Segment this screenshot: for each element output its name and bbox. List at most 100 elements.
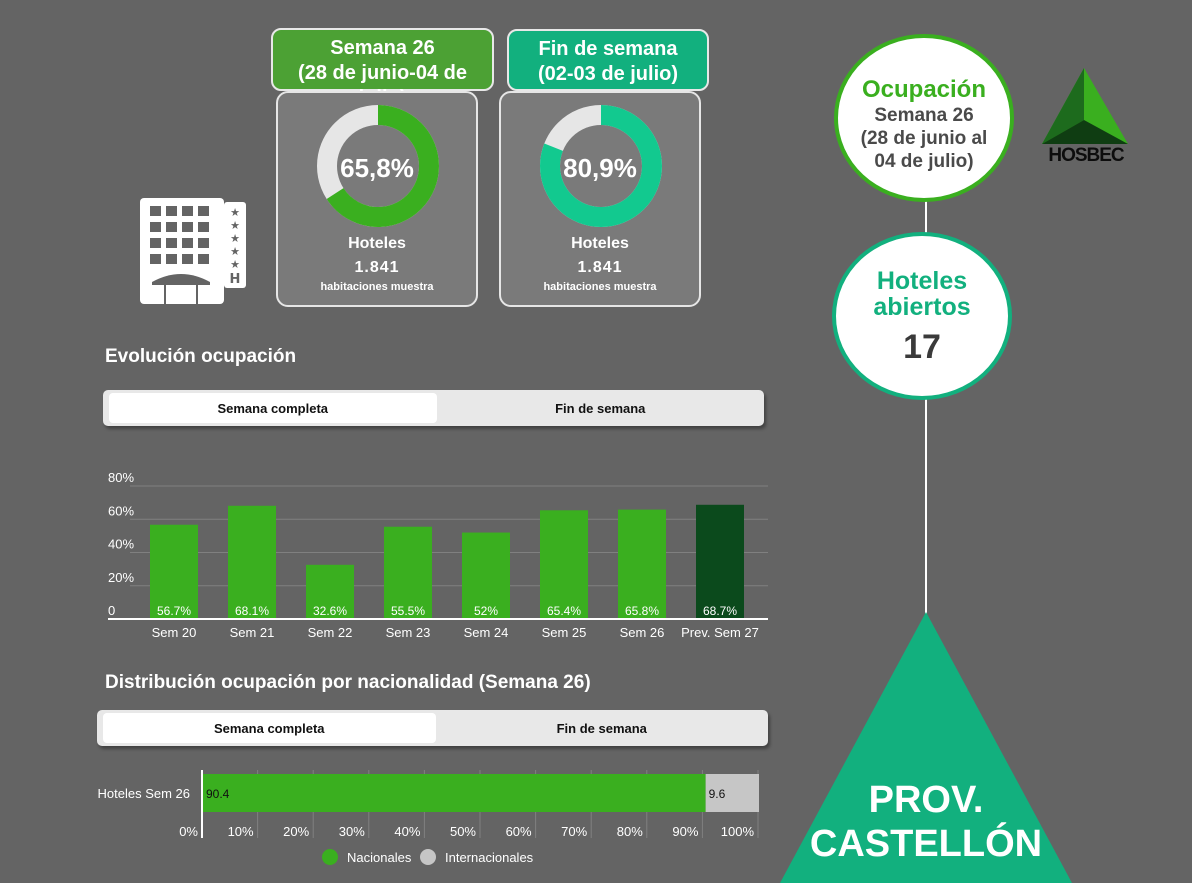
distribution-tab-weekend[interactable]: Fin de semana (556, 720, 647, 736)
x-tick-label: Sem 22 (308, 625, 353, 640)
province-line-1: PROV. (868, 779, 984, 821)
bar-value-label: 68.1% (235, 604, 269, 618)
bar[interactable] (150, 524, 198, 619)
occupancy-dates-1: (28 de junio al (860, 128, 988, 149)
province-line-2: CASTELLÓN (809, 823, 1043, 865)
svg-text:★: ★ (230, 258, 240, 271)
weekend-rooms-label: habitaciones muestra (543, 281, 657, 293)
distribution-tab-full-week[interactable]: Semana completa (103, 713, 436, 743)
week-hotels-label: Hoteles (348, 235, 406, 252)
week-donut-fill (317, 105, 439, 227)
evolution-tab-weekend[interactable]: Fin de semana (555, 400, 646, 416)
x-tick-label: Prev. Sem 27 (681, 625, 759, 640)
week-percent: 65,8% (340, 153, 414, 183)
week-header: Semana 26 (28 de junio-04 de julio) (271, 28, 494, 109)
week-rooms: 1.841 (354, 259, 400, 276)
weekend-dates: (02-03 de julio) (537, 63, 679, 85)
x-tick-label: 0% (179, 824, 198, 839)
y-tick-label: 0 (108, 603, 115, 618)
weekend-rooms: 1.841 (577, 259, 623, 276)
hosbec-logo-icon (1042, 68, 1128, 144)
bar[interactable] (618, 509, 666, 619)
occupancy-week: Semana 26 (874, 105, 974, 126)
legend-label[interactable]: Nacionales (347, 850, 412, 865)
week-occupancy-card: 65,8% Hoteles 1.841 habitaciones muestra (276, 91, 478, 307)
occupancy-title: Ocupación (861, 76, 987, 103)
evolution-bar-chart: 0 20% 40% 60% 80% 56.7% Sem 20 68.1% Sem 21 32.6%… (108, 470, 768, 640)
bar-value-label: 32.6% (313, 604, 347, 618)
stacked-bar-segment[interactable] (203, 774, 706, 812)
y-tick-label: 40% (108, 537, 134, 552)
x-tick-label: 20% (283, 824, 309, 839)
week-title: Semana 26 (330, 37, 435, 59)
province-label: PROV. CASTELLÓN (800, 778, 1052, 866)
bar[interactable] (696, 504, 744, 619)
bar-value-label: 52% (474, 604, 498, 618)
svg-text:H: H (230, 272, 241, 287)
x-tick-label: 100% (721, 824, 755, 839)
x-tick-label: Sem 20 (152, 625, 197, 640)
hotel-building-icon: ★★★★★ H (140, 198, 246, 304)
weekend-donut-fill (540, 105, 662, 227)
weekend-percent: 80,9% (563, 153, 637, 183)
bar-value-label: 65.4% (547, 604, 581, 618)
hotels-open-circle: Hoteles abiertos 17 (832, 232, 1012, 400)
bar-value-label: 68.7% (703, 604, 737, 618)
weekend-title: Fin de semana (538, 38, 678, 60)
bar[interactable] (462, 532, 510, 619)
legend-marker (322, 849, 338, 865)
distribution-title: Distribución ocupación por nacionalidad … (105, 672, 591, 693)
x-tick-label: 50% (450, 824, 476, 839)
x-tick-label: 60% (506, 824, 532, 839)
weekend-occupancy-card: 80,9% Hoteles 1.841 habitaciones muestra (499, 91, 701, 307)
segment-value-label: 9.6 (709, 787, 726, 801)
evolution-tab-full-week[interactable]: Semana completa (109, 393, 437, 423)
y-tick-label: 20% (108, 570, 134, 585)
hotels-open-title-1: Hoteles (876, 267, 968, 295)
stacked-bar-segment[interactable] (705, 774, 759, 812)
province-triangle (780, 612, 1072, 883)
x-tick-label: Sem 25 (542, 625, 587, 640)
occupancy-circle: Ocupación Semana 26 (28 de junio al 04 d… (834, 34, 1014, 202)
bar-value-label: 56.7% (157, 604, 191, 618)
occupancy-dates-2: 04 de julio) (874, 151, 974, 172)
hotels-open-title-2: abiertos (873, 293, 971, 321)
bar-value-label: 65.8% (625, 604, 659, 618)
x-tick-label: 70% (561, 824, 587, 839)
svg-text:★: ★ (230, 206, 240, 219)
svg-text:★: ★ (230, 232, 240, 245)
weekend-hotels-label: Hoteles (571, 235, 629, 252)
bar[interactable] (228, 505, 276, 619)
y-tick-label: 60% (108, 503, 134, 518)
x-tick-label: 90% (672, 824, 698, 839)
svg-text:★: ★ (230, 245, 240, 258)
bar[interactable] (384, 526, 432, 619)
legend-marker (420, 849, 436, 865)
x-tick-label: Sem 21 (230, 625, 275, 640)
x-tick-label: Sem 23 (386, 625, 431, 640)
bar-value-label: 55.5% (391, 604, 425, 618)
week-rooms-label: habitaciones muestra (320, 281, 434, 293)
distribution-bar-chart: 0% 10% 20% 30% 40% 50% 60% 70% 80% 90% 100% Hoteles… (98, 770, 759, 865)
weekend-donut (540, 105, 662, 227)
distribution-tabs: Semana completa Fin de semana (97, 710, 768, 746)
category-label: Hoteles Sem 26 (98, 786, 191, 801)
bar[interactable] (306, 564, 354, 619)
evolution-title: Evolución ocupación (105, 346, 297, 367)
x-tick-label: 40% (394, 824, 420, 839)
x-tick-label: Sem 24 (464, 625, 509, 640)
x-tick-label: 30% (339, 824, 365, 839)
bar[interactable] (540, 510, 588, 619)
svg-text:★: ★ (230, 219, 240, 232)
x-tick-label: Sem 26 (620, 625, 665, 640)
x-tick-label: 80% (617, 824, 643, 839)
segment-value-label: 90.4 (206, 787, 230, 801)
weekend-header: Fin de semana (02-03 de julio) (507, 29, 709, 91)
y-tick-label: 80% (108, 470, 134, 485)
x-tick-label: 10% (228, 824, 254, 839)
week-donut (317, 105, 439, 227)
legend-label[interactable]: Internacionales (445, 850, 534, 865)
evolution-tabs: Semana completa Fin de semana (103, 390, 764, 426)
hosbec-logo-text: HOSBEC (1048, 145, 1124, 166)
hotels-open-count: 17 (903, 328, 941, 366)
